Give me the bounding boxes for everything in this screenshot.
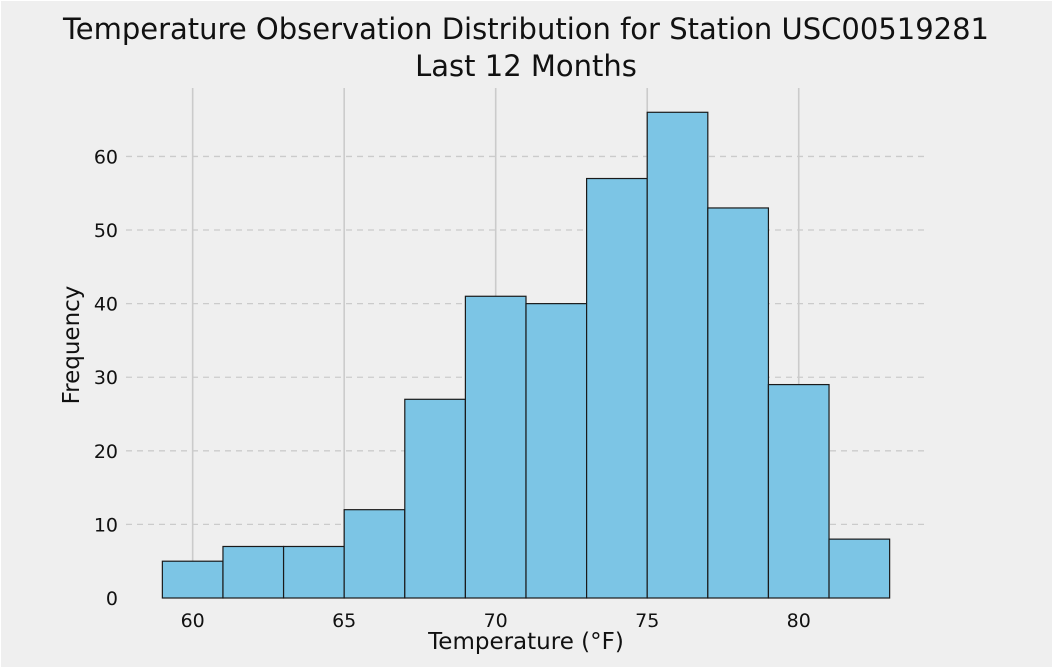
y-tick-label: 0	[106, 588, 118, 610]
y-tick-label: 40	[94, 294, 118, 316]
x-tick-label: 70	[484, 610, 508, 632]
y-axis-label: Frequency	[59, 286, 85, 405]
y-tick-label: 30	[94, 367, 118, 389]
tick-labels-layer: 60 65 70 75 80 0 10 20 30 40 50 60	[94, 146, 811, 632]
histogram-bar	[464, 295, 527, 599]
x-tick-label: 80	[787, 610, 811, 632]
histogram-bar	[282, 545, 345, 599]
y-tick-label: 60	[94, 146, 118, 168]
x-axis-label: Temperature (°F)	[427, 629, 624, 655]
y-tick-label: 20	[94, 441, 118, 463]
x-tick-label: 65	[332, 610, 356, 632]
histogram-bar	[525, 303, 588, 599]
histogram-bar	[707, 207, 770, 599]
chart-subtitle: Last 12 Months	[415, 49, 637, 83]
histogram-bar	[222, 545, 285, 599]
histogram-bar	[343, 509, 406, 599]
histogram-bar	[586, 177, 648, 599]
chart-title: Temperature Observation Distribution for…	[62, 12, 989, 46]
y-tick-label: 10	[94, 514, 118, 536]
y-tick-label: 50	[94, 220, 118, 242]
histogram-bar	[161, 560, 224, 599]
histogram-bar	[828, 538, 891, 599]
histogram-bar	[767, 383, 830, 599]
bars-layer	[161, 111, 891, 599]
histogram-bar	[646, 111, 709, 599]
x-tick-label: 60	[181, 610, 205, 632]
x-tick-label: 75	[635, 610, 659, 632]
histogram-bar	[404, 398, 466, 599]
